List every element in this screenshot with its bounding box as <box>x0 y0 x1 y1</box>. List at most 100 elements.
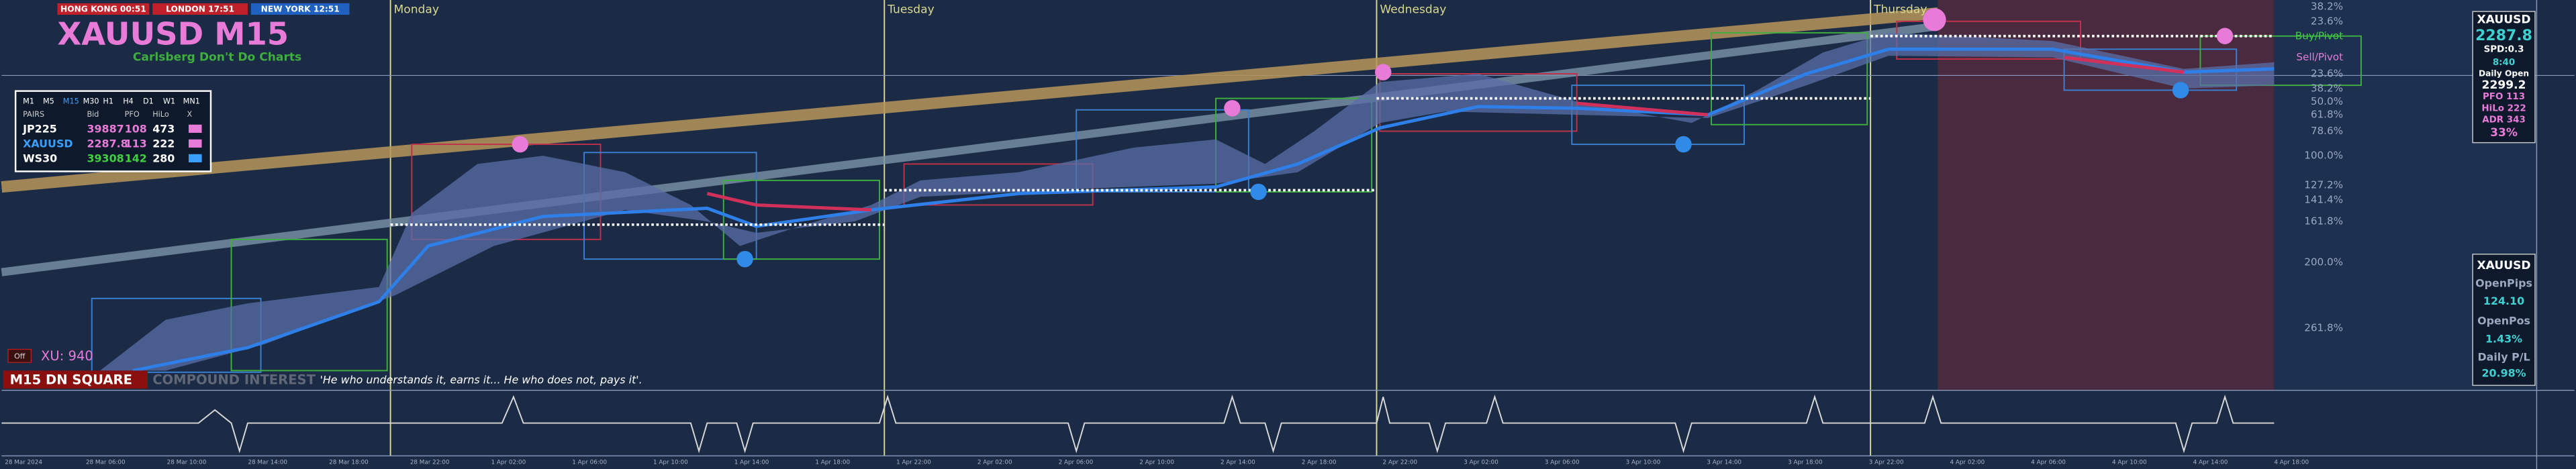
code: XU: 940 <box>41 348 93 364</box>
date-label: 3 Apr 22:00 <box>1869 460 1904 466</box>
zone <box>722 179 880 260</box>
column-header: PFO <box>125 110 140 119</box>
date-label: 28 Mar 22:00 <box>410 460 450 466</box>
level-label: 127.2% <box>2304 179 2343 191</box>
date-label: 28 Mar 10:00 <box>167 460 207 466</box>
info: ADR 343 <box>2482 115 2526 125</box>
status-dot <box>188 139 202 148</box>
level-label: 38.2% <box>2311 0 2343 12</box>
cell: WS30 <box>23 152 57 165</box>
date-label: 4 Apr 02:00 <box>1950 460 1985 466</box>
zone <box>1711 32 1868 125</box>
date-label: 2 Apr 10:00 <box>1139 460 1174 466</box>
info: 33% <box>2490 126 2518 140</box>
timeframe: MN1 <box>183 97 200 106</box>
level-label: Buy/Pivot <box>2295 30 2343 42</box>
signal-down <box>736 250 753 268</box>
signal-badge <box>3 370 148 389</box>
date-label: 3 Apr 10:00 <box>1626 460 1661 466</box>
level-label: 50.0% <box>2311 95 2343 107</box>
signal-up <box>1224 100 1241 117</box>
day-label: Tuesday <box>887 3 935 17</box>
quote: 'He who understands it, earns it... He w… <box>320 374 642 386</box>
account: OpenPips <box>2475 276 2532 289</box>
account: Daily P/L <box>2477 350 2530 363</box>
signal-down <box>1250 183 1267 201</box>
zone <box>1076 109 1249 193</box>
date-label: 1 Apr 06:00 <box>572 460 607 466</box>
cell: XAUUSD <box>23 138 73 150</box>
date-label: 1 Apr 14:00 <box>734 460 769 466</box>
date-label: 3 Apr 18:00 <box>1788 460 1823 466</box>
pivot-lines <box>390 34 2275 226</box>
date-label: 2 Apr 02:00 <box>977 460 1012 466</box>
session: LONDON 17:51 <box>166 4 234 13</box>
date-label: 1 Apr 22:00 <box>896 460 931 466</box>
level-label: 61.8% <box>2311 109 2343 121</box>
session: NEW YORK 12:51 <box>261 4 340 13</box>
date-label: 28 Mar 06:00 <box>86 460 126 466</box>
trend-channel <box>1 7 1939 193</box>
day-label: Wednesday <box>1380 3 1446 17</box>
level-label: 100.0% <box>2304 150 2343 162</box>
cell: 473 <box>152 123 175 136</box>
info: HiLo 222 <box>2481 103 2526 113</box>
cell: 39308 <box>87 152 124 165</box>
cell: 108 <box>125 123 147 136</box>
date-label: 1 Apr 02:00 <box>491 460 526 466</box>
level-label: 141.4% <box>2304 194 2343 206</box>
signal-down <box>2172 82 2189 99</box>
info: 2299.2 <box>2482 79 2526 92</box>
signal-up <box>512 136 528 153</box>
status-dot <box>188 154 202 162</box>
account-box <box>2472 254 2536 386</box>
signal-up <box>1923 8 1946 32</box>
day-label: Monday <box>393 3 438 17</box>
info: Daily Open <box>2479 68 2529 78</box>
date-label: 28 Mar 14:00 <box>248 460 287 466</box>
info: 2287.8 <box>2475 28 2532 44</box>
date-label: 1 Apr 10:00 <box>653 460 688 466</box>
date-label: 2 Apr 22:00 <box>1382 460 1417 466</box>
date-label: 2 Apr 14:00 <box>1221 460 1255 466</box>
zone <box>1571 85 1745 146</box>
level-label: 161.8% <box>2304 215 2343 227</box>
timeframe: W1 <box>163 97 175 106</box>
cell: 142 <box>125 152 147 165</box>
info-box <box>2472 11 2536 144</box>
date-label: 4 Apr 10:00 <box>2112 460 2147 466</box>
level-label: 23.6% <box>2311 15 2343 27</box>
timeframe: D1 <box>143 97 154 106</box>
cell: 280 <box>152 152 175 165</box>
timeframe: H4 <box>123 97 134 106</box>
date-label: 4 Apr 14:00 <box>2193 460 2228 466</box>
mode: Off <box>14 352 26 361</box>
session: HONG KONG 00:51 <box>60 4 146 13</box>
oscillator <box>1 395 2275 454</box>
account: 124.10 <box>2483 295 2524 307</box>
date-label: 4 Apr 06:00 <box>2031 460 2066 466</box>
level-label: 261.8% <box>2304 321 2343 333</box>
date-label: 1 Apr 18:00 <box>815 460 850 466</box>
cell: 39887 <box>87 123 124 136</box>
date-label: 3 Apr 02:00 <box>1464 460 1498 466</box>
moving-average-down <box>706 56 2185 212</box>
column-header: HiLo <box>152 110 169 119</box>
account: 20.98% <box>2481 367 2526 380</box>
level-label: 200.0% <box>2304 256 2343 268</box>
timeframe: M15 <box>63 97 79 106</box>
level-label: 23.6% <box>2311 67 2343 79</box>
session-badge <box>250 3 350 15</box>
signal-down <box>1675 136 1692 153</box>
mode-button <box>7 348 32 363</box>
date-label: 3 Apr 06:00 <box>1545 460 1580 466</box>
account: 1.43% <box>2485 332 2522 345</box>
timeframe: M30 <box>83 97 99 106</box>
label: COMPOUND INTEREST <box>152 372 316 388</box>
signal: M15 DN SQUARE <box>10 372 132 388</box>
day-label: Thursday <box>1873 3 1927 17</box>
session-badge <box>57 3 150 15</box>
date-label: 2 Apr 18:00 <box>1302 460 1337 466</box>
date-label: 28 Mar 18:00 <box>329 460 369 466</box>
